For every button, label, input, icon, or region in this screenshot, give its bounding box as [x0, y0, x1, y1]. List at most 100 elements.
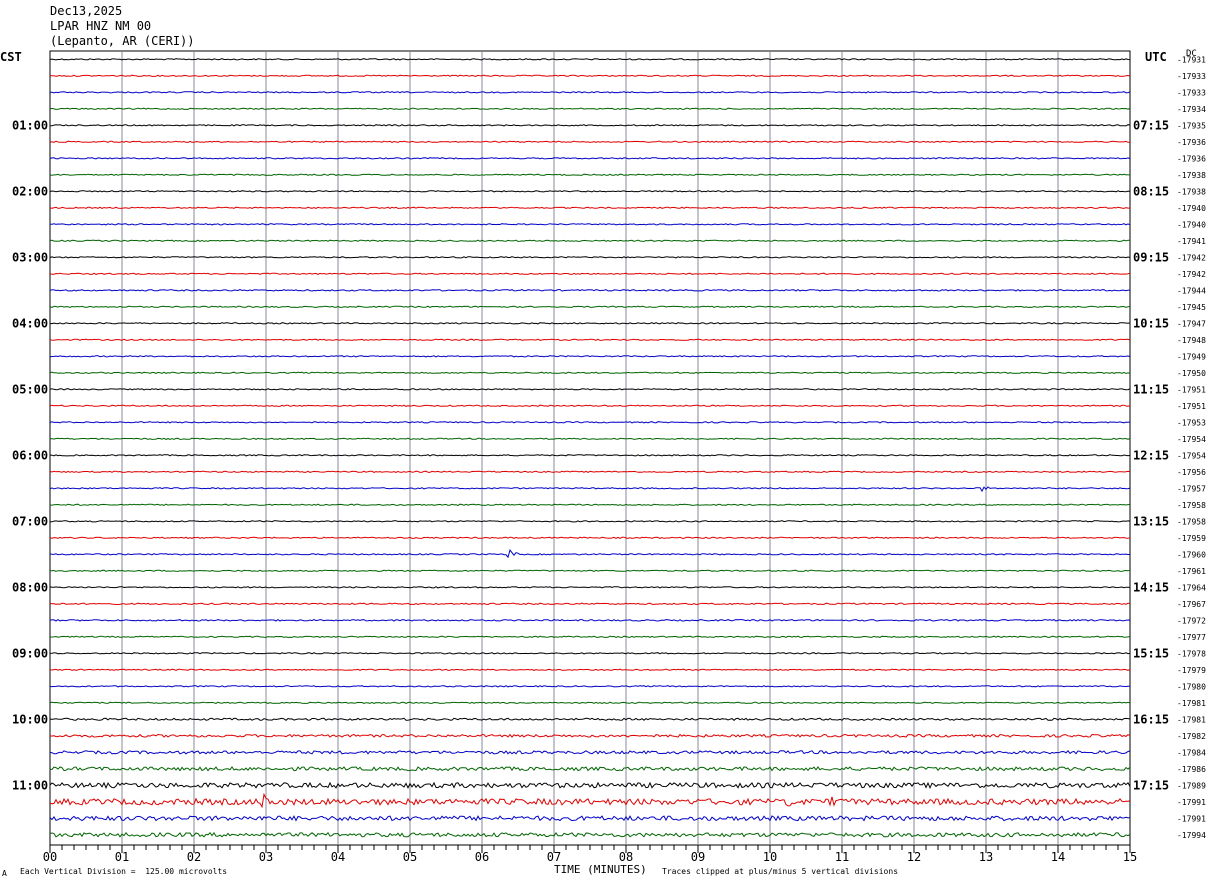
seismic-trace [49, 124, 1131, 127]
x-tick-label: 13 [979, 850, 993, 864]
seismic-trace [49, 322, 1131, 325]
utc-hour-label: 12:15 [1133, 448, 1169, 462]
dc-offset-label: -17950 [1177, 369, 1206, 378]
dc-offset-label: -17982 [1177, 732, 1206, 741]
seismic-trace [49, 140, 1130, 143]
dc-offset-label: -17958 [1177, 501, 1206, 510]
dc-offset-label: -17954 [1177, 435, 1206, 444]
seismic-trace [49, 404, 1131, 407]
plot-frame [49, 50, 1131, 846]
dc-offset-label: -17936 [1177, 154, 1206, 163]
x-axis-title: TIME (MINUTES) [554, 863, 647, 876]
seismic-trace [49, 685, 1131, 688]
seismic-trace [49, 74, 1131, 77]
utc-hour-label: 17:15 [1133, 778, 1169, 792]
dc-offset-label: -17977 [1177, 633, 1206, 642]
clip-note: Traces clipped at plus/minus 5 vertical … [662, 867, 899, 876]
seismic-trace [49, 792, 1131, 809]
cst-hour-label: 11:00 [12, 778, 48, 792]
seismic-trace [49, 781, 1131, 790]
dc-offset-label: -17967 [1177, 600, 1206, 609]
dc-offset-label: -17951 [1177, 402, 1206, 411]
dc-offset-label: -17941 [1177, 237, 1206, 246]
seismic-trace [49, 437, 1131, 440]
x-tick-label: 10 [763, 850, 777, 864]
seismic-trace [49, 503, 1131, 506]
dc-offset-label: -17947 [1177, 319, 1206, 328]
dc-offset-label: -17948 [1177, 336, 1206, 345]
seismic-trace [49, 371, 1131, 374]
seismic-trace [49, 549, 1131, 559]
seismic-trace [49, 536, 1131, 539]
dc-offset-label: -17934 [1177, 105, 1206, 114]
dc-offset-label: -17933 [1177, 88, 1206, 97]
cst-hour-label: 01:00 [12, 118, 48, 132]
seismic-trace [49, 652, 1131, 655]
x-tick-label: 04 [331, 850, 345, 864]
seismic-trace [49, 388, 1131, 391]
cst-hour-label: 06:00 [12, 448, 48, 462]
dc-offset-label: -17949 [1177, 352, 1206, 361]
seismic-trace [49, 355, 1131, 358]
dc-unit-label: DC [1186, 49, 1197, 59]
cst-hour-label: 05:00 [12, 382, 48, 396]
cst-hour-label: 09:00 [12, 646, 48, 660]
station-label: LPAR HNZ NM 00 [50, 19, 152, 33]
x-tick-label: 12 [907, 850, 921, 864]
utc-hour-label: 14:15 [1133, 580, 1169, 594]
seismic-trace [49, 520, 1131, 523]
seismic-trace [49, 107, 1131, 110]
dc-offset-label: -17942 [1177, 253, 1206, 262]
seismic-trace [49, 305, 1131, 308]
dc-offset-label: -17936 [1177, 138, 1206, 147]
dc-offset-label: -17981 [1177, 715, 1206, 724]
seismic-trace [49, 470, 1131, 473]
seismic-trace [49, 58, 1131, 61]
dc-offset-label: -17940 [1177, 204, 1206, 213]
dc-offset-label: -17933 [1177, 72, 1206, 81]
seismic-trace [49, 635, 1131, 638]
dc-offset-label: -17942 [1177, 270, 1206, 279]
seismic-trace [49, 173, 1131, 176]
dc-offset-label: -17991 [1177, 814, 1206, 823]
seismic-trace [49, 486, 1131, 493]
location-label: (Lepanto, AR (CERI)) [50, 34, 195, 48]
dc-offset-label: -17972 [1177, 616, 1206, 625]
dc-offset-label: -17956 [1177, 468, 1206, 477]
seismic-trace [49, 454, 1131, 457]
dc-offset-label: -17953 [1177, 418, 1206, 427]
corner-mark: A [2, 869, 7, 878]
seismic-trace [49, 733, 1131, 738]
dc-offset-label: -17961 [1177, 567, 1206, 576]
utc-hour-label: 13:15 [1133, 514, 1169, 528]
utc-hour-label: 10:15 [1133, 316, 1169, 330]
dc-offset-label: -17958 [1177, 517, 1206, 526]
seismic-trace [49, 668, 1131, 671]
x-tick-label: 15 [1123, 850, 1137, 864]
seismic-trace [49, 766, 1131, 772]
x-tick-label: 07 [547, 850, 561, 864]
cst-hour-label: 04:00 [12, 316, 48, 330]
seismic-trace [49, 831, 1131, 838]
seismic-trace [49, 190, 1131, 193]
dc-offset-label: -17994 [1177, 831, 1206, 840]
seismic-trace [49, 338, 1131, 341]
dc-offset-label: -17940 [1177, 220, 1206, 229]
seismic-trace [49, 288, 1130, 292]
dc-offset-label: -17989 [1177, 781, 1206, 790]
seismic-trace [49, 206, 1130, 209]
dc-offset-label: -17980 [1177, 682, 1206, 691]
seismic-trace [49, 586, 1131, 589]
dc-offset-label: -17979 [1177, 666, 1206, 675]
dc-offset-label: -17991 [1177, 798, 1206, 807]
dc-offset-label: -17945 [1177, 303, 1206, 312]
seismic-trace [49, 256, 1131, 259]
dc-offset-label: -17978 [1177, 649, 1206, 658]
seismic-trace [49, 750, 1131, 755]
seismic-trace [49, 91, 1131, 94]
seismic-trace [49, 157, 1131, 160]
seismic-trace [49, 272, 1131, 275]
dc-offset-label: -17938 [1177, 171, 1206, 180]
cst-hour-label: 10:00 [12, 712, 48, 726]
